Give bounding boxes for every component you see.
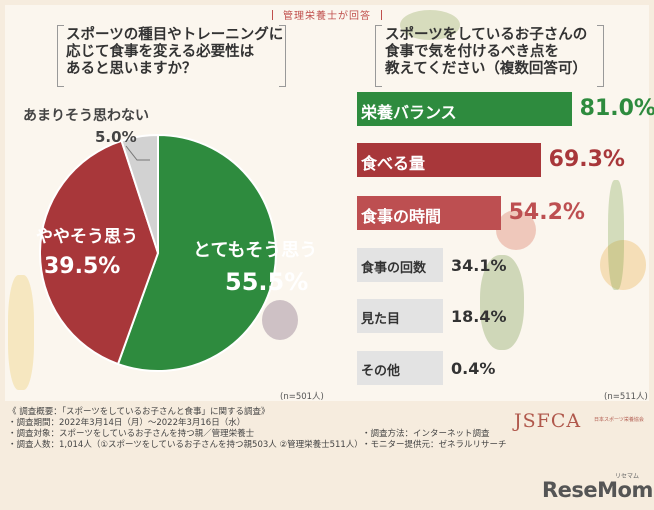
bar-value-1: 81.0%: [579, 96, 654, 121]
bar-label-3: 食事の時間: [361, 207, 442, 226]
left-sample-size: (n=501人): [280, 392, 324, 402]
bar-3: [357, 196, 501, 230]
brand-reading: リセマム: [615, 473, 640, 480]
eggplant-decoration: [262, 300, 298, 340]
pie-value-gray: 5.0%: [95, 128, 137, 146]
bitter-gourd-decoration: [480, 255, 524, 350]
pie-label-gray: あまりそう思わない: [23, 108, 149, 124]
bar-value-4: 34.1%: [451, 256, 507, 275]
bar-2: [357, 143, 541, 177]
bar-4: [357, 248, 443, 282]
okra-decoration: [608, 180, 624, 290]
left-question: スポーツの種目やトレーニングに 応じて食事を変える必要性は あると思いますか？: [66, 27, 284, 77]
survey-period: ・調査期間：2022年3月14日（月）〜2022年3月16日（水）: [8, 418, 246, 428]
pie-value-red: 39.5%: [44, 254, 121, 279]
pie-label-green: とてもそう思う: [193, 240, 318, 261]
bar-label-6: その他: [361, 364, 401, 379]
bar-1: [357, 92, 572, 126]
pie-value-green: 55.5%: [225, 268, 309, 296]
left-question-bracket-open: [57, 25, 64, 87]
left-question-bracket-close: [279, 25, 286, 87]
broccoli-decoration: [400, 10, 460, 40]
bar-6: [357, 351, 443, 385]
bar-value-6: 0.4%: [451, 359, 496, 378]
bar-value-3: 54.2%: [508, 200, 585, 225]
right-question: スポーツをしているお子さんの 食事で気を付けるべき点を 教えてください（複数回答…: [385, 27, 588, 77]
right-question-bracket-open: [375, 25, 382, 87]
corn-decoration: [8, 275, 34, 390]
bar-value-2: 69.3%: [548, 147, 625, 172]
pie-slice-red: [39, 139, 160, 366]
right-question-bracket-close: [597, 25, 604, 87]
jsfca-logo: JSFCA 日本スポーツ栄養協会: [514, 410, 644, 432]
right-sample-size: (n=511人): [604, 392, 648, 402]
pie-slice-green: [116, 133, 277, 372]
resemom-logo: ReseMom: [542, 478, 653, 502]
survey-target: ・調査対象：スポーツをしているお子さんを持つ親／管理栄養士: [8, 429, 255, 439]
bar-label-2: 食べる量: [361, 154, 426, 173]
pie-label-red: ややそう思う: [36, 227, 138, 247]
tomato-decoration: [496, 210, 536, 250]
survey-count: ・調査人数：1,014人（①スポーツをしているお子さんを持つ親503人 ②管理栄…: [8, 440, 363, 450]
pepper-decoration: [600, 240, 646, 290]
bar-label-4: 食事の回数: [361, 261, 427, 276]
bar-label-1: 栄養バランス: [361, 103, 457, 122]
pie-slice-gray: [120, 133, 159, 254]
bar-value-5: 18.4%: [451, 307, 507, 326]
survey-provider: ・モニター提供元：ゼネラルリサーチ: [362, 440, 507, 450]
pie-leader-line: [125, 145, 150, 161]
header-tag: 管理栄養士が回答: [0, 7, 654, 22]
bar-label-5: 見た目: [361, 312, 401, 327]
bar-5: [357, 299, 443, 333]
survey-title: 《 調査概要：「スポーツをしているお子さんと食事」に関する調査》: [8, 407, 270, 417]
survey-method: ・調査方法：インターネット調査: [362, 429, 490, 439]
